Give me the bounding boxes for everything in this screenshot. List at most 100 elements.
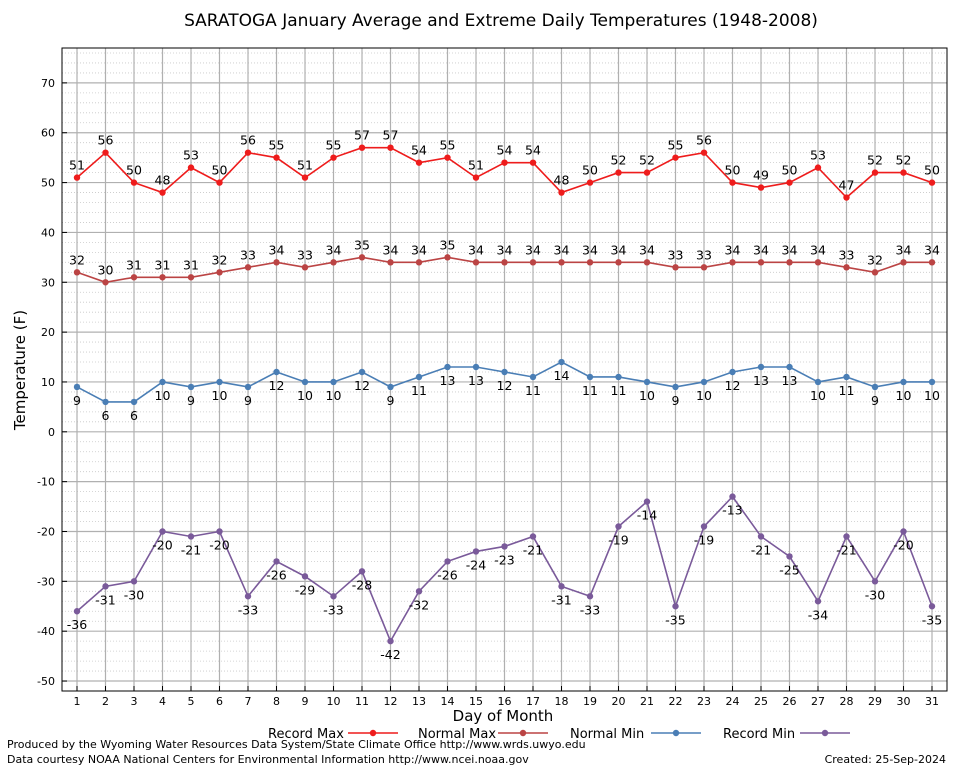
data-label: 10	[896, 388, 912, 403]
data-point	[900, 378, 907, 386]
data-point	[472, 259, 480, 266]
data-label: 34	[896, 242, 912, 257]
data-label: 13	[468, 373, 484, 388]
series-layer: 51 56 50 48 53 50 56 55 51 55 57 57 54 55 51 54 54 48 50 52…	[67, 128, 942, 662]
x-tick-label: 18	[555, 695, 569, 708]
data-point	[643, 498, 651, 505]
data-label: -24	[466, 557, 486, 572]
data-point	[615, 259, 622, 266]
y-tick-label: 10	[41, 376, 55, 389]
x-tick-label: 8	[273, 695, 280, 708]
data-label: -23	[494, 552, 514, 567]
data-label: -31	[95, 592, 115, 607]
data-point	[700, 523, 708, 530]
data-point	[501, 159, 508, 166]
data-point	[187, 274, 195, 281]
data-point	[928, 603, 936, 610]
data-label: 10	[924, 388, 940, 403]
data-label: 9	[871, 393, 879, 408]
data-point	[928, 259, 936, 266]
series-record-max: 51 56 50 48 53 50 56 55 51 55 57 57 54 55 51 54 54 48 50 52…	[69, 128, 940, 201]
x-tick-label: 14	[441, 695, 455, 708]
data-label: 11	[582, 383, 598, 398]
data-point	[130, 398, 138, 406]
data-label: 33	[668, 247, 684, 262]
data-point	[387, 259, 394, 266]
data-label: 50	[924, 163, 940, 178]
data-label: 32	[212, 252, 228, 267]
data-point	[900, 259, 907, 266]
x-tick-label: 10	[327, 695, 341, 708]
data-label: -32	[409, 597, 429, 612]
x-tick-label: 2	[102, 695, 109, 708]
y-axis-ticks: -50 -40 -30 -20 -10 0 10 20 30 40 50 60 70	[37, 77, 67, 688]
data-label: 9	[387, 393, 395, 408]
data-point	[586, 259, 594, 266]
data-point	[273, 259, 280, 266]
data-label: 14	[554, 368, 570, 383]
data-label: -21	[181, 542, 201, 557]
data-point	[472, 174, 480, 181]
data-point	[159, 378, 166, 386]
data-label: 53	[183, 148, 199, 163]
data-label: -35	[922, 612, 942, 627]
data-label: 34	[782, 242, 798, 257]
data-label: 12	[725, 378, 741, 393]
data-label: -14	[637, 508, 657, 523]
data-point	[643, 169, 651, 176]
data-label: -33	[323, 602, 343, 617]
data-point	[558, 358, 565, 366]
data-label: 34	[725, 242, 741, 257]
data-label: 33	[240, 247, 256, 262]
data-label: 54	[525, 143, 541, 158]
data-point	[586, 179, 594, 186]
x-tick-label: 23	[697, 695, 711, 708]
legend-label-record-min: Record Min	[723, 727, 795, 742]
data-label: 53	[810, 148, 826, 163]
data-label: 33	[696, 247, 712, 262]
data-label: 34	[411, 242, 427, 257]
data-point	[814, 259, 822, 266]
data-point	[729, 259, 736, 266]
data-point	[643, 378, 651, 386]
data-point	[301, 573, 309, 580]
legend-label-normal-min: Normal Min	[570, 727, 644, 742]
data-label: -26	[266, 567, 286, 582]
data-label: 34	[810, 242, 826, 257]
data-label: 9	[187, 393, 195, 408]
data-point	[558, 259, 565, 266]
data-point	[843, 533, 850, 540]
data-label: 10	[696, 388, 712, 403]
data-point	[871, 578, 879, 585]
series-normal-max: 32 30 31 31 31 32 33 34 33 34 35 34 34 35 34 34 34 34 34 34…	[69, 237, 940, 286]
data-label: -26	[437, 567, 457, 582]
data-label: 34	[554, 242, 570, 257]
data-point	[301, 264, 309, 271]
data-label: 12	[354, 378, 370, 393]
data-label: 56	[696, 133, 712, 148]
data-label: 9	[73, 393, 81, 408]
data-label: 55	[440, 138, 456, 153]
data-point	[273, 154, 280, 161]
x-tick-label: 30	[897, 695, 911, 708]
data-point	[358, 144, 366, 151]
data-point	[415, 588, 423, 595]
data-point	[786, 179, 793, 186]
y-tick-label: -10	[37, 476, 55, 489]
data-point	[928, 179, 936, 186]
data-point	[130, 179, 138, 186]
data-label: 34	[525, 242, 541, 257]
data-label: 11	[839, 383, 855, 398]
data-label: 10	[212, 388, 228, 403]
x-tick-label: 5	[188, 695, 195, 708]
data-label: 6	[130, 408, 138, 423]
data-label: 47	[839, 178, 855, 193]
data-point	[330, 154, 337, 161]
data-label: -21	[751, 542, 771, 557]
data-label: 50	[582, 163, 598, 178]
footer-data-courtesy: Data courtesy NOAA National Centers for …	[7, 753, 529, 766]
data-point	[73, 383, 81, 391]
data-point	[814, 164, 822, 171]
data-label: 51	[69, 158, 85, 173]
x-tick-label: 11	[355, 695, 369, 708]
